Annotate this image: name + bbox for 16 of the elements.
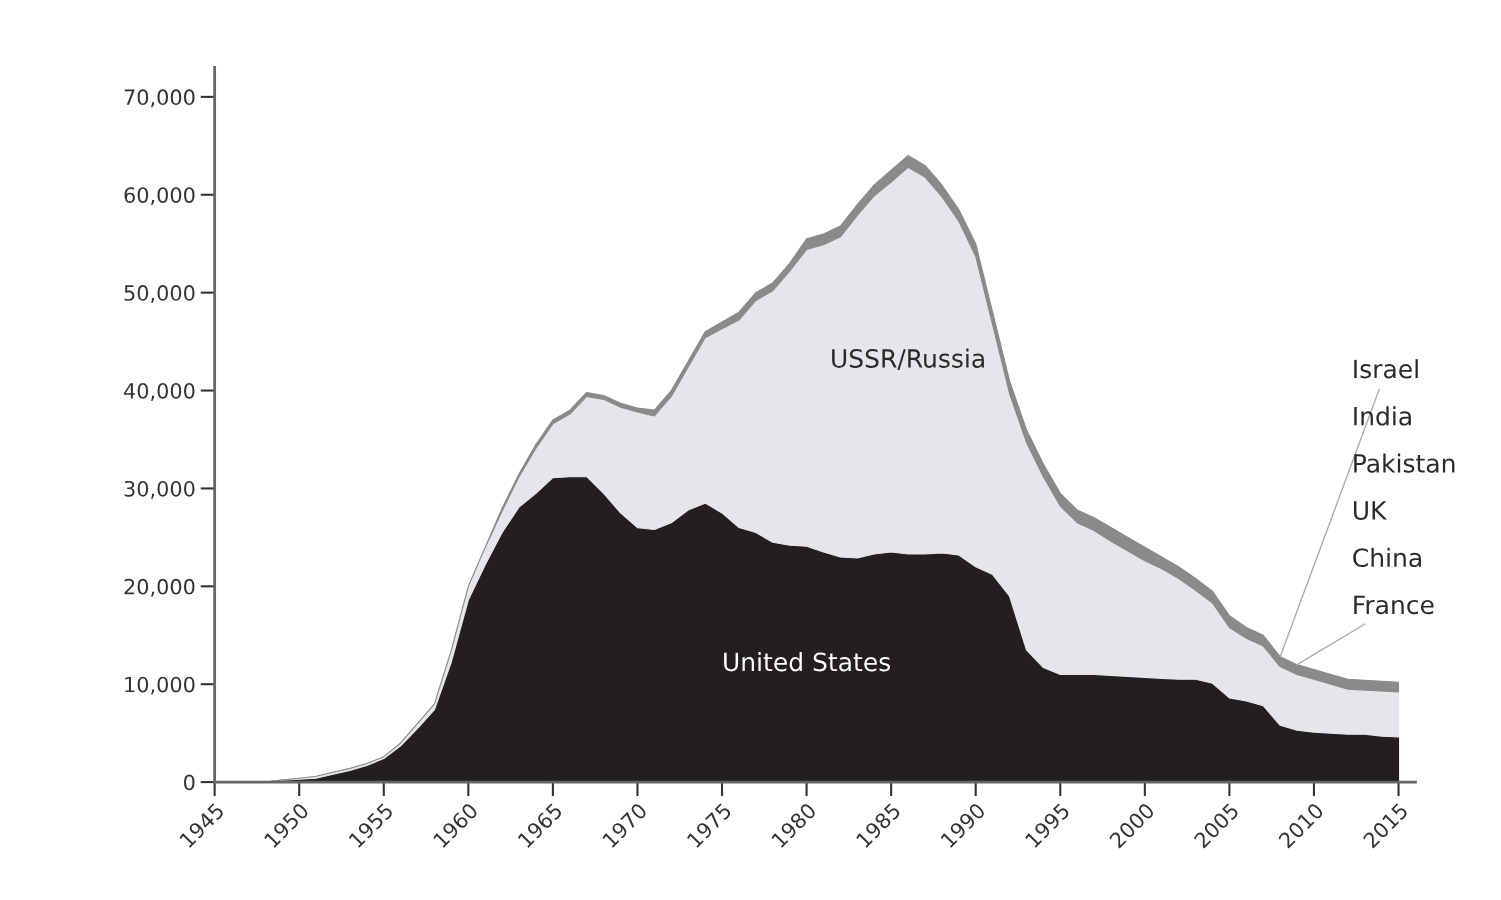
y-tick-label: 30,000 <box>124 480 195 499</box>
annotation: China <box>1353 547 1421 568</box>
y-tick-label: 70,000 <box>124 89 195 108</box>
y-tick-label: 60,000 <box>124 187 195 206</box>
annotation: France <box>1354 595 1434 615</box>
series-label: USSR/Russia <box>832 348 984 370</box>
y-tick-label: 10,000 <box>125 676 195 695</box>
annotation: Israel <box>1354 359 1418 379</box>
y-tick-label: 0 <box>184 774 195 791</box>
annotation: India <box>1354 406 1411 426</box>
annotation: UK <box>1353 501 1388 520</box>
annotation: Pakistan <box>1354 453 1455 473</box>
y-tick-label: 20,000 <box>124 578 195 597</box>
y-tick-label: 40,000 <box>124 382 195 401</box>
y-tick-label: 50,000 <box>124 285 195 303</box>
series-label: United States <box>724 652 891 672</box>
